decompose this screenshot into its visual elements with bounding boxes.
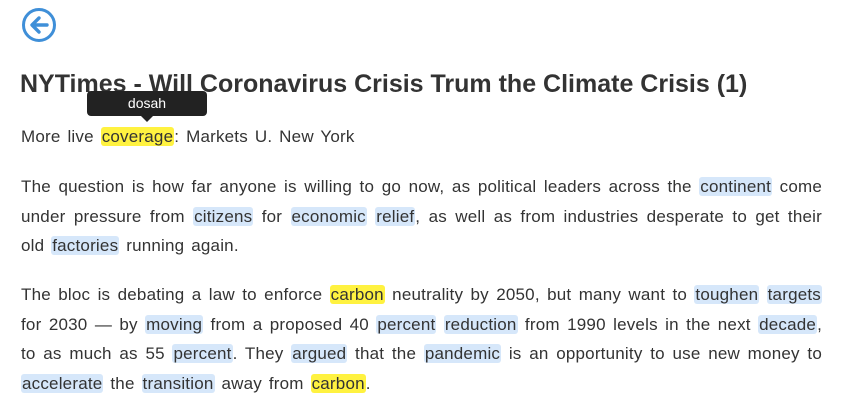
text-segment: the — [103, 373, 142, 393]
text-segment: The bloc is debating a law to enforce — [21, 285, 330, 304]
highlighted-word[interactable]: transition — [141, 373, 215, 393]
text-segment: for — [253, 206, 291, 226]
text-segment: , to as much as 55 — [21, 314, 822, 364]
article-paragraph-2: The bloc is debating a law to enforce ca… — [21, 280, 822, 398]
text-segment: that the — [347, 344, 424, 363]
highlighted-word[interactable]: moving — [145, 314, 204, 334]
word-translation-tooltip: dosah — [87, 91, 207, 122]
highlighted-word[interactable]: continent — [699, 177, 773, 196]
text-segment: neutrality by 2050, but many want to — [384, 285, 695, 304]
back-arrow-icon[interactable] — [21, 7, 57, 43]
text-segment: , as well as from industries desperate t… — [21, 206, 822, 256]
text-segment: from 1990 levels in the next — [517, 314, 759, 334]
highlighted-word[interactable]: percent — [376, 314, 437, 334]
highlighted-word[interactable]: citizens — [193, 206, 254, 226]
text-segment: away from — [214, 373, 311, 393]
highlighted-word[interactable]: accelerate — [21, 373, 104, 393]
highlighted-word-selected[interactable]: carbon — [310, 373, 366, 393]
highlighted-word-selected[interactable]: coverage — [100, 127, 175, 146]
highlighted-word[interactable]: pandemic — [423, 344, 502, 363]
text-segment: for 2030 — by — [21, 314, 146, 334]
text-segment: More live — [21, 127, 101, 146]
text-segment — [436, 315, 443, 334]
text-segment: : Markets U. New York — [174, 127, 355, 146]
highlighted-word[interactable]: targets — [766, 285, 822, 304]
highlighted-word[interactable]: relief — [375, 206, 416, 226]
text-segment — [367, 207, 375, 226]
article-subtitle: More live coverage: Markets U. New York — [21, 122, 822, 152]
text-segment: . — [365, 373, 371, 393]
article-paragraph-1: The question is how far anyone is willin… — [21, 172, 822, 261]
highlighted-word[interactable]: factories — [51, 236, 120, 255]
text-segment: The question is how far anyone is willin… — [21, 177, 700, 196]
text-segment: is an opportunity to use new money to — [501, 344, 822, 363]
highlighted-word[interactable]: decade — [758, 314, 818, 334]
highlighted-word[interactable]: argued — [291, 344, 348, 363]
highlighted-word[interactable]: reduction — [443, 314, 518, 334]
text-segment: from a proposed 40 — [203, 314, 377, 334]
text-segment: running again. — [119, 236, 239, 255]
text-segment: . They — [232, 344, 292, 363]
highlighted-word[interactable]: toughen — [694, 285, 760, 304]
text-segment — [759, 285, 766, 304]
highlighted-word[interactable]: economic — [290, 206, 367, 226]
highlighted-word[interactable]: percent — [172, 344, 233, 363]
text-segment: come under pressure from — [21, 177, 823, 226]
highlighted-word-selected[interactable]: carbon — [329, 285, 385, 304]
